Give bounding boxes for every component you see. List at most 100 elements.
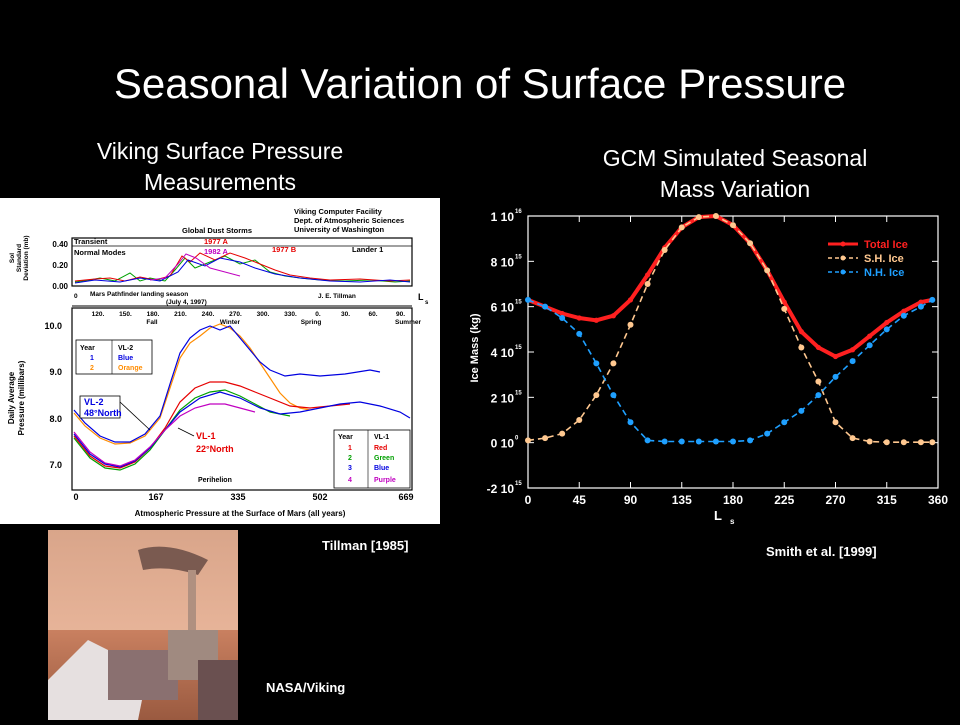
series-point-total-ice-3 [576,315,582,321]
ls-tick-1: 150. [119,311,132,318]
vl1-trace-red [73,381,351,469]
pathfinder-label: Mars Pathfinder landing season [90,291,188,298]
series-point-s-h-ice-20 [866,438,873,445]
series-point-s-h-ice-8 [661,247,668,253]
vl1-latitude: 22°North [196,444,234,454]
ls-tick-8: 0. [315,311,321,318]
series-point-s-h-ice-14 [764,267,771,274]
series-point-n-h-ice-6 [627,419,634,426]
vl2-latitude: 48°North [84,408,122,418]
lander-label: Lander 1 [352,245,383,254]
storm-label-1977b: 1977 B [272,245,297,254]
gcm-xtick-label-4: 180 [723,493,743,507]
right-heading-line-2: Mass Variation [659,176,811,202]
ls-tick-6: 300. [257,311,270,318]
vl2-legend-table: Year VL-2 1 Blue 2 Orange [75,339,153,375]
series-point-s-h-ice-23 [917,439,924,446]
season-spring: Spring [301,319,322,326]
vl1-name: VL-1 [196,431,216,441]
left-heading-line-2: Measurements [143,169,297,195]
ls-tick-0: 120. [92,311,105,318]
series-point-total-ice-15 [781,299,787,305]
normal-modes-label: Normal Modes [74,248,126,257]
author-label: J. E. Tillman [318,293,356,300]
series-point-s-h-ice-4 [593,392,600,399]
top-trace-red [74,252,411,282]
series-point-total-ice-18 [832,353,839,360]
top-trace-green [74,255,411,283]
top-ytick-020: 0.20 [52,261,68,270]
gcm-legend: Total Ice S.H. Ice N.H. Ice [828,239,908,279]
vl1-row-2-year: 2 [348,455,352,462]
viking-lander-photo [48,530,238,720]
series-point-n-h-ice-21 [883,326,890,333]
series-point-s-h-ice-22 [900,439,907,446]
gcm-xtick-label-7: 315 [877,493,897,507]
xtick-669: 669 [398,492,413,502]
vl1-row-3-color: Blue [374,465,389,472]
ls-axis-zero: 0 [74,293,78,300]
series-point-n-h-ice-10 [695,438,702,445]
perihelion-label: Perihelion [198,477,232,484]
gcm-chart-svg: -2 10 150 10 02 10 154 10 156 10 158 10 151 10… [469,209,948,526]
gcm-ytick-exp-0: 15 [515,481,522,487]
series-point-n-h-ice-4 [593,360,600,367]
vl2-table-head-lander: VL-2 [118,345,133,352]
vl1-table-frame [333,429,411,489]
vl2-row-2-year: 2 [90,365,94,372]
vl2-trace-blue [73,325,381,443]
series-point-n-h-ice-7 [644,437,651,444]
ls-tick-7: 330. [284,311,297,318]
ls-tick-4: 240. [202,311,215,318]
series-point-n-h-ice-22 [900,312,907,319]
left-heading-line-1: Viking Surface Pressure [96,138,344,164]
gcm-xtick-label-8: 360 [928,493,948,507]
vl2-trace-orange [73,323,311,445]
series-point-s-h-ice-13 [747,240,754,247]
gcm-x-tick-labels: 0 45 90 135 180 225 270 315 360 [525,216,948,507]
gcm-ytick-label-0: -2 10 [487,482,515,496]
viking-xlabel: Atmospheric Pressure at the Surface of M… [135,509,346,518]
main-ylabel-1: Daily Average [7,371,16,424]
series-point-n-h-ice-17 [815,392,822,399]
ls-axis-label: L [418,292,424,302]
gcm-xtick-label-2: 90 [624,493,638,507]
slide-title: Seasonal Variation of Surface Pressure [113,60,847,107]
series-point-s-h-ice-9 [678,224,685,231]
series-point-s-h-ice-1 [542,435,549,442]
viking-header-1: Viking Computer Facility [294,207,383,216]
gcm-xtick-label-3: 135 [672,493,692,507]
series-point-total-ice-19 [849,347,856,353]
series-point-s-h-ice-21 [883,439,890,446]
legend-label-n-h-ice: N.H. Ice [864,267,904,279]
photo-antenna-dish [138,546,208,575]
legend-label-s-h-ice: S.H. Ice [864,253,904,265]
series-point-n-h-ice-20 [866,342,873,349]
xtick-335: 335 [230,492,245,502]
vl1-row-3-year: 3 [348,465,352,472]
series-point-s-h-ice-0 [525,437,531,444]
series-point-total-ice-16 [798,329,804,335]
series-point-n-h-ice-5 [610,392,617,399]
gcm-series-group [525,213,936,446]
main-ytick-7: 7.0 [49,460,62,470]
series-point-s-h-ice-16 [798,344,805,351]
vl1-trace-green [73,389,291,471]
series-point-n-h-ice-18 [832,373,839,380]
photo-sky [48,530,238,640]
pathfinder-date: (July 4, 1997) [166,299,207,306]
ls-tick-5: 270. [229,311,242,318]
photo-lander-module [108,650,178,700]
gcm-ytick-exp-1: 0 [515,436,519,442]
vl1-table-head-year: Year [338,434,353,441]
ls-tick-labels: 120. 150. 180. 210. 240. 270. 300. 330. 0. 30. 60.… [92,311,406,318]
vl2-name: VL-2 [84,397,104,407]
vl1-row-2-color: Green [374,455,394,462]
xtick-502: 502 [312,492,327,502]
main-panel: Daily Average Pressure (millibars) 10.0 … [7,307,413,491]
ls-tick-2: 180. [147,311,160,318]
series-point-total-ice-23 [918,299,924,305]
series-point-total-ice-7 [644,272,651,278]
series-point-s-h-ice-11 [712,213,719,219]
series-point-s-h-ice-15 [781,305,788,312]
